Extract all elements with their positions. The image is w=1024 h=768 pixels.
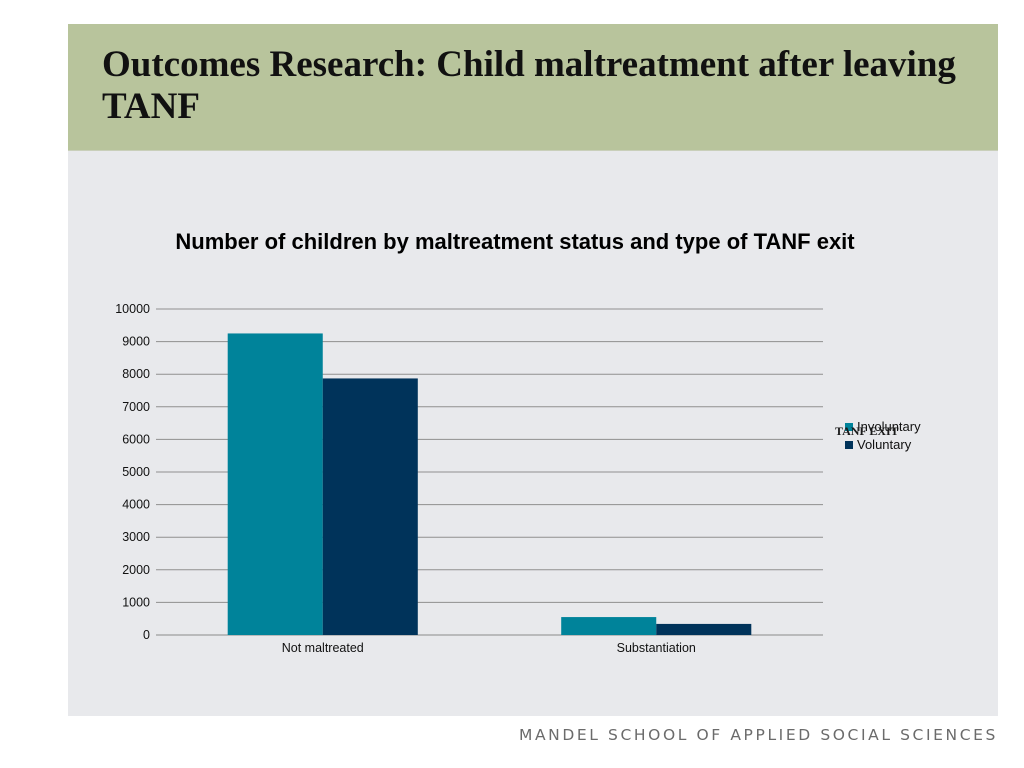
y-tick-label: 3000 (122, 530, 150, 544)
legend-label: Involuntary (857, 419, 921, 434)
chart-title: Number of children by maltreatment statu… (175, 229, 855, 254)
footer-logo-text: MANDEL SCHOOL OF APPLIED SOCIAL SCIENCES (518, 726, 998, 744)
bar-involuntary-0 (227, 333, 323, 635)
y-tick-label: 9000 (122, 335, 150, 349)
y-tick-label: 4000 (122, 498, 150, 512)
x-tick-label: Substantiation (617, 641, 696, 655)
x-tick-label: Not maltreated (282, 641, 364, 655)
y-tick-label: 0 (143, 628, 150, 642)
legend-item-voluntary: Voluntary (845, 436, 921, 454)
y-tick-label: 7000 (122, 400, 150, 414)
legend-title: TANF EXIT (835, 424, 899, 438)
y-tick-label: 2000 (122, 563, 150, 577)
bar-involuntary-1 (561, 617, 657, 635)
chart-legend: Involuntary Voluntary (845, 418, 921, 454)
legend-swatch (845, 423, 853, 431)
legend-label: Voluntary (857, 437, 912, 452)
bar-voluntary-1 (656, 623, 752, 635)
bar-voluntary-0 (322, 378, 418, 635)
legend-swatch (845, 441, 853, 449)
title-band (68, 24, 998, 151)
y-tick-label: 10000 (115, 302, 150, 316)
y-tick-label: 5000 (122, 465, 150, 479)
legend-item-involuntary: Involuntary (845, 418, 921, 436)
y-tick-label: 6000 (122, 432, 150, 446)
slide-title: Outcomes Research: Child maltreatment af… (102, 44, 956, 127)
y-tick-label: 8000 (122, 367, 150, 381)
y-tick-label: 1000 (122, 595, 150, 609)
